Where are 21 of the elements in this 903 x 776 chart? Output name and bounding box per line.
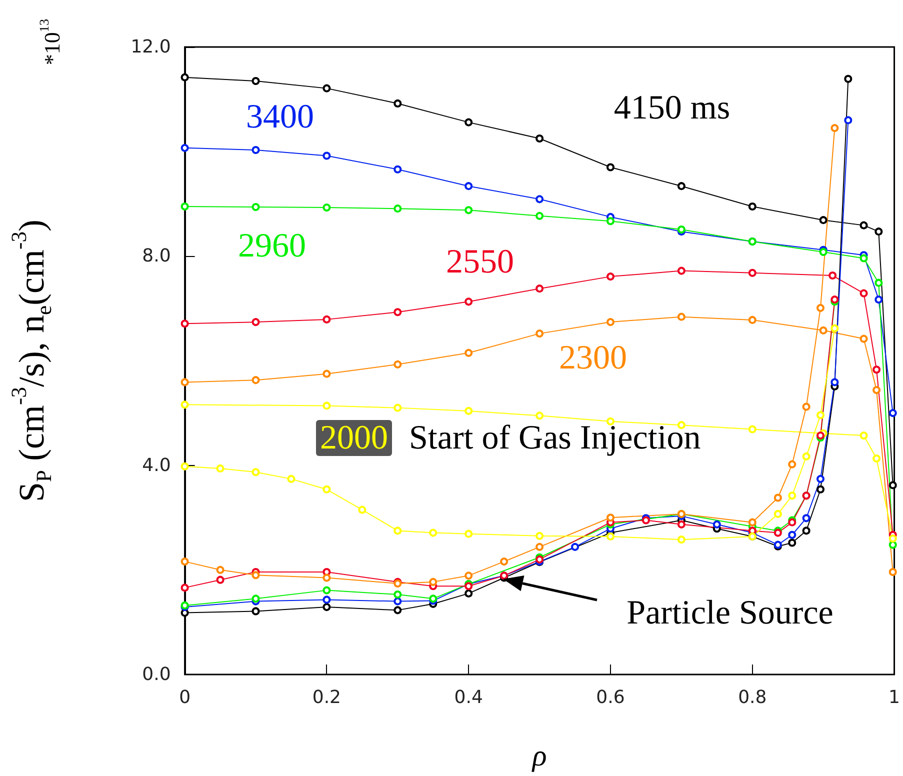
y-tick-label: 4.0 [142, 454, 171, 476]
x-tick-label: 0 [179, 687, 191, 708]
x-axis-title: ρ [531, 740, 547, 772]
y-tick-label: 12.0 [130, 36, 171, 58]
series-label: 2300 [559, 340, 627, 376]
x-tick-label: 0.8 [738, 687, 767, 708]
series-label: 4150 ms [614, 90, 730, 126]
x-tick-label: 0.6 [596, 687, 625, 708]
series-label: 2550 [446, 244, 514, 280]
annotation: Particle Source [626, 594, 834, 632]
x-tick-label: 1 [888, 687, 900, 708]
series-label: 2000 [320, 420, 388, 456]
annotation: Start of Gas Injection [409, 420, 701, 456]
x-tick-label: 0.4 [454, 687, 483, 708]
y-tick-label: 0.0 [142, 664, 171, 685]
x-tick-label: 0.2 [312, 687, 342, 708]
text: SP (cm-3/s), ne(cm-3) [7, 219, 56, 502]
y-tick-label: 8.0 [142, 246, 171, 267]
series-label: 2960 [238, 228, 306, 264]
text: *1013 [36, 18, 64, 66]
series-label: 3400 [246, 98, 314, 136]
